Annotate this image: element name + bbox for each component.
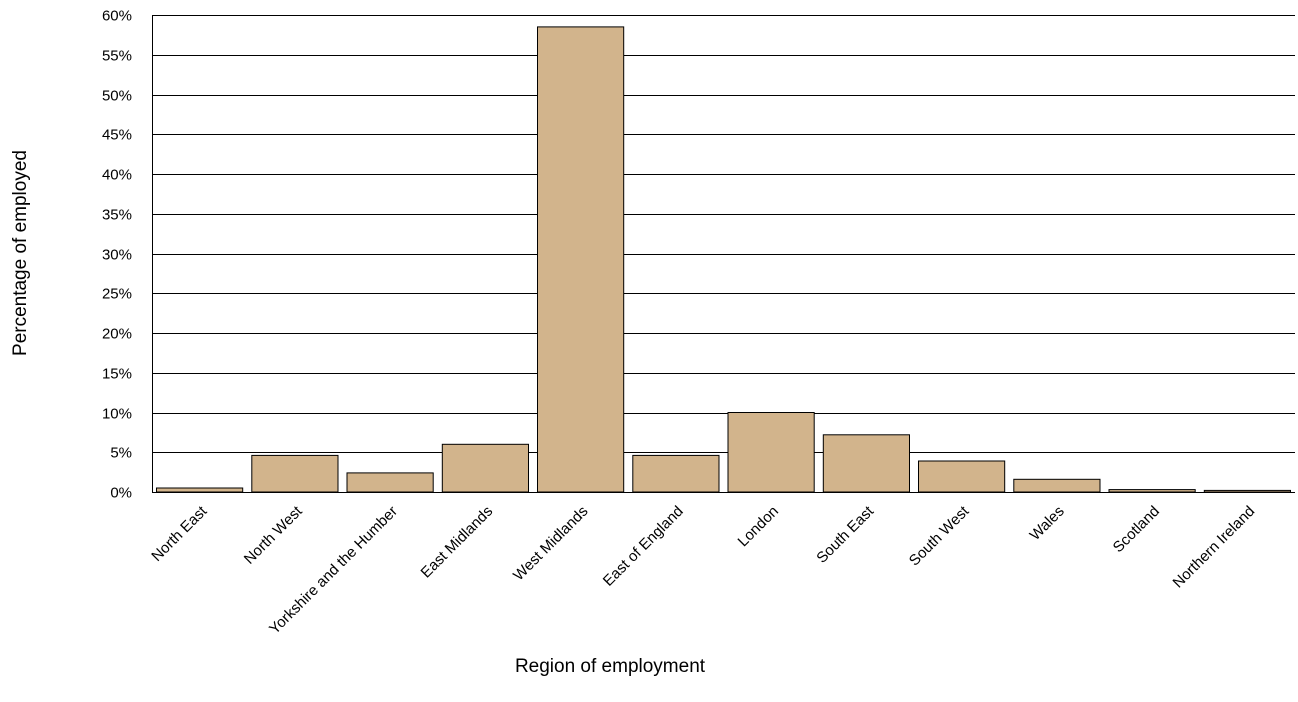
bar-wales bbox=[1013, 478, 1101, 493]
x-tick-label: Northern Ireland bbox=[1170, 503, 1259, 592]
y-tick-label: 20% bbox=[102, 326, 132, 343]
bar-south-east bbox=[822, 434, 910, 493]
x-tick-label: London bbox=[735, 503, 782, 550]
y-tick-label: 15% bbox=[102, 366, 132, 383]
bar-northern-ireland bbox=[1203, 489, 1292, 493]
y-tick-label: 10% bbox=[102, 406, 132, 423]
x-tick-label: East of England bbox=[600, 503, 687, 590]
bar-london bbox=[727, 412, 815, 493]
x-tick-label: Scotland bbox=[1110, 503, 1163, 556]
y-tick-label: 5% bbox=[110, 445, 132, 462]
y-tick-labels: 0% 5% 10% 15% 20% 25% 30% 35% 40% 45% 50% 55% 60% bbox=[102, 8, 132, 502]
bar-east-midlands bbox=[441, 443, 529, 493]
x-tick-label: Wales bbox=[1027, 503, 1068, 544]
bar-scotland bbox=[1108, 489, 1196, 493]
y-tick-label: 30% bbox=[102, 247, 132, 264]
x-tick-label: West Midlands bbox=[510, 503, 591, 584]
x-tick-label: North East bbox=[148, 502, 211, 565]
bar-west-midlands bbox=[537, 26, 625, 493]
x-axis-title: Region of employment bbox=[515, 656, 706, 677]
y-tick-label: 45% bbox=[102, 127, 132, 144]
y-tick-label: 35% bbox=[102, 207, 132, 224]
y-axis-title: Percentage of employed bbox=[10, 150, 31, 356]
x-tick-label: South West bbox=[906, 502, 973, 569]
y-tick-label: 0% bbox=[110, 485, 132, 502]
bar-south-west bbox=[918, 460, 1006, 493]
y-tick-label: 60% bbox=[102, 8, 132, 25]
grid-layer bbox=[152, 15, 1295, 493]
bar-layer bbox=[156, 26, 1292, 493]
x-tick-label: South East bbox=[813, 502, 877, 566]
x-tick-label: East Midlands bbox=[418, 503, 497, 582]
y-tick-label: 40% bbox=[102, 167, 132, 184]
y-tick-label: 25% bbox=[102, 286, 132, 303]
bar-north-east bbox=[156, 487, 244, 493]
y-tick-label: 55% bbox=[102, 48, 132, 65]
bar-east-of-england bbox=[632, 454, 720, 493]
x-tick-label: North West bbox=[241, 502, 306, 567]
bar-north-west bbox=[251, 454, 339, 493]
y-tick-label: 50% bbox=[102, 88, 132, 105]
bar-yorkshire-and-the-humber bbox=[346, 472, 434, 493]
